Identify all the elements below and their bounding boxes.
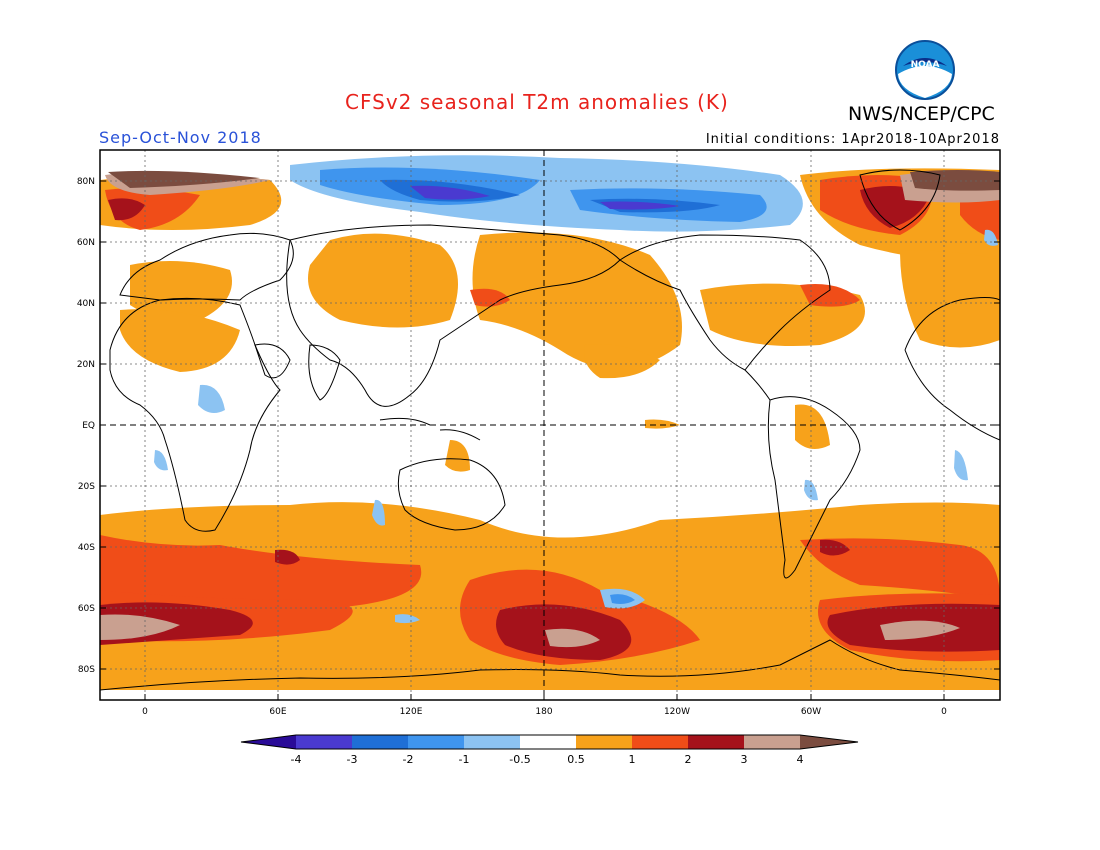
longitude-labels: 0 60E 120E 180 120W 60W 0 bbox=[142, 707, 947, 717]
logo-text: NOAA bbox=[911, 60, 940, 70]
lon-label-120w: 120W bbox=[664, 707, 690, 717]
warm-anomaly-3k bbox=[100, 186, 1000, 660]
warm-anomaly-5k bbox=[108, 170, 1000, 191]
initial-conditions-label: Initial conditions: 1Apr2018-10Apr2018 bbox=[705, 132, 1000, 147]
colorbar-label: -0.5 bbox=[509, 753, 530, 766]
lat-label-80s: 80S bbox=[78, 665, 95, 675]
colorbar-label: 0.5 bbox=[567, 753, 585, 766]
lon-label-0-east: 0 bbox=[941, 707, 947, 717]
colorbar-swatch bbox=[520, 735, 576, 749]
colorbar-swatch bbox=[464, 735, 520, 749]
season-label: Sep-Oct-Nov 2018 bbox=[99, 128, 262, 147]
latitude-labels: 80N 60N 40N 20N EQ 20S 40S 60S 80S bbox=[77, 177, 95, 675]
coastlines bbox=[100, 169, 1000, 691]
lat-label-20s: 20S bbox=[78, 482, 95, 492]
colorbar-label: -3 bbox=[347, 753, 358, 766]
colorbar-swatch bbox=[632, 735, 688, 749]
equator-dateline bbox=[100, 150, 1000, 700]
noaa-logo: NOAA bbox=[895, 40, 955, 100]
colorbar-swatch bbox=[744, 735, 800, 749]
gridlines bbox=[100, 150, 1000, 700]
lat-label-eq: EQ bbox=[82, 421, 95, 431]
colorbar-label: 4 bbox=[797, 753, 804, 766]
lon-label-180: 180 bbox=[535, 707, 552, 717]
map-title: CFSv2 seasonal T2m anomalies (K) bbox=[345, 90, 729, 114]
colorbar-right-arrow bbox=[800, 735, 858, 749]
agency-label: NWS/NCEP/CPC bbox=[848, 103, 995, 125]
colorbar: -4 -3 -2 -1 -0.5 0.5 1 2 3 4 bbox=[240, 734, 859, 766]
colorbar-swatch bbox=[408, 735, 464, 749]
lon-label-120e: 120E bbox=[400, 707, 423, 717]
colorbar-swatch bbox=[576, 735, 632, 749]
cool-anomaly-very-strong bbox=[410, 185, 680, 210]
colorbar-swatch bbox=[688, 735, 744, 749]
anomaly-fields bbox=[100, 155, 1000, 690]
colorbar-label: 3 bbox=[741, 753, 748, 766]
colorbar-swatch bbox=[296, 735, 352, 749]
lon-label-60e: 60E bbox=[269, 707, 286, 717]
lat-label-60s: 60S bbox=[78, 604, 95, 614]
colorbar-left-arrow bbox=[241, 735, 296, 749]
axis-ticks bbox=[100, 180, 1000, 700]
lat-label-60n: 60N bbox=[77, 238, 95, 248]
lon-label-0-west: 0 bbox=[142, 707, 148, 717]
colorbar-label: -1 bbox=[459, 753, 470, 766]
colorbar-label: -4 bbox=[291, 753, 302, 766]
lat-label-80n: 80N bbox=[77, 177, 95, 187]
colorbar-label: 1 bbox=[629, 753, 636, 766]
lat-label-40n: 40N bbox=[77, 299, 95, 309]
lat-label-20n: 20N bbox=[77, 360, 95, 370]
colorbar-label: -2 bbox=[403, 753, 414, 766]
lat-label-40s: 40S bbox=[78, 543, 95, 553]
colorbar-swatch bbox=[352, 735, 408, 749]
lon-label-60w: 60W bbox=[801, 707, 821, 717]
colorbar-label: 2 bbox=[685, 753, 692, 766]
